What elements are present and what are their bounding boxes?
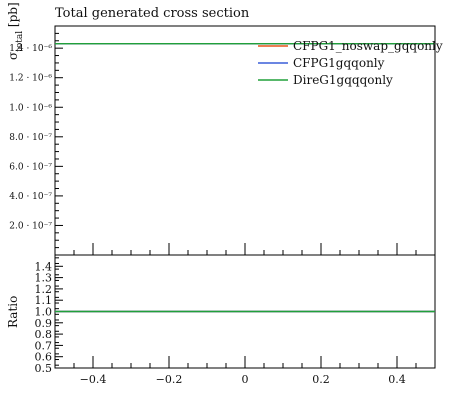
ratio-y-tick-label: 0.9 [35,317,53,330]
x-tick-label: 0.2 [312,373,330,386]
main-y-ticks: 2.0 · 10⁻⁷ 4.0 · 10⁻⁷ 6.0 · 10⁻⁷ 8.0 · 10⁻⁷… [9,32,63,249]
x-tick-label: 0 [242,373,249,386]
main-y-tick-label: 8.0 · 10⁻⁷ [9,133,52,143]
main-panel: 2.0 · 10⁻⁷ 4.0 · 10⁻⁷ 6.0 · 10⁻⁷ 8.0 · 10⁻⁷… [6,2,443,256]
chart-title: Total generated cross section [55,6,250,21]
x-tick-label: −0.4 [80,373,107,386]
main-y-tick-label: 1.0 · 10⁻⁶ [9,103,52,113]
ratio-y-tick-label: 0.8 [35,328,53,341]
ratio-y-tick-label: 1.2 [35,283,53,296]
main-y-tick-label: 1.2 · 10⁻⁶ [9,74,52,84]
ratio-y-tick-label: 1.1 [35,294,53,307]
ratio-panel: 0.50.60.70.80.91.01.11.21.31.4 Ratio [6,254,436,375]
ratio-y-tick-label: 1.0 [35,306,53,319]
ratio-y-tick-label: 0.6 [35,351,53,364]
ratio-y-tick-label: 1.4 [35,260,53,273]
main-y-tick-label: 1.4 · 10⁻⁶ [9,44,52,54]
x-tick-label: 0.4 [388,373,406,386]
ratio-y-tick-label: 1.3 [35,272,53,285]
legend: CFPG1_noswap_gqqonly CFPG1gqqonly DireG1gq… [258,39,443,87]
legend-label: DireG1gqqqonly [293,73,393,87]
legend-label: CFPG1_noswap_gqqonly [293,39,443,53]
ratio-y-tick-label: 0.7 [35,339,53,352]
ratio-x-ticks [73,356,417,368]
main-x-ticks [73,243,417,255]
legend-label: CFPG1gqqonly [293,56,385,70]
ratio-y-axis-label: Ratio [6,296,20,328]
main-y-tick-label: 6.0 · 10⁻⁷ [9,162,52,172]
x-tick-label: −0.2 [156,373,183,386]
ratio-y-tick-label: 0.5 [35,362,53,375]
x-tick-labels: −0.4 −0.2 0 0.2 0.4 [80,373,406,386]
main-y-tick-label: 4.0 · 10⁻⁷ [9,192,52,202]
main-y-tick-label: 2.0 · 10⁻⁷ [9,221,52,231]
ratio-y-ticks: 0.50.60.70.80.91.01.11.21.31.4 [35,257,63,375]
